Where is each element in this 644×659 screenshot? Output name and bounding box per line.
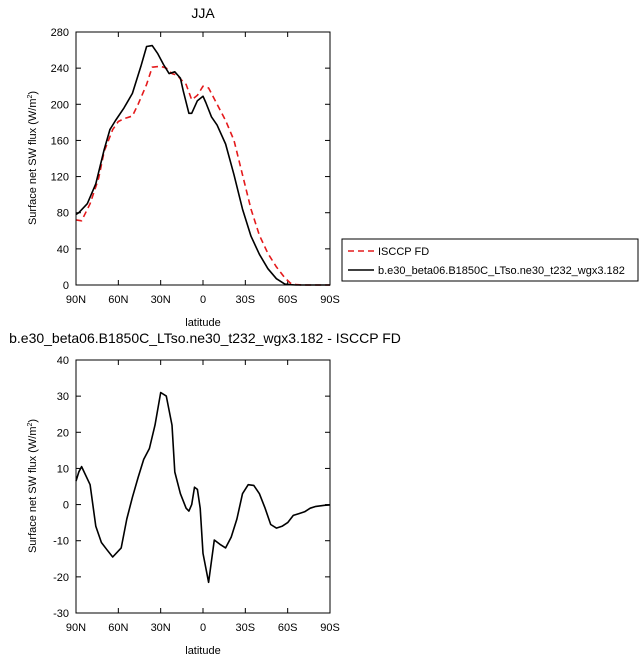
panel-bottom-xlabel: latitude xyxy=(185,645,220,657)
panel-top-ticks: 90N 60N 30N 0 30S 60S 90S 0 40 80 120 160 200 240 280 xyxy=(51,27,340,306)
panel-top-ylabel-sup: 2 xyxy=(27,95,34,99)
panel-top-title: JJA xyxy=(191,5,215,21)
panel-bottom-series-line-model xyxy=(75,391,331,584)
panel-bottom-xtick-label: 0 xyxy=(200,622,206,634)
panel-top-series-line-model xyxy=(75,44,330,286)
panel-bottom-ticks: 90N 60N 30N 0 30S 60S 90S -30 -20 -10 0 10 20 30 40 xyxy=(53,355,340,634)
panel-bottom-xtick-label: 60N xyxy=(108,622,128,634)
panel-bottom-ytick-label: 30 xyxy=(57,391,69,403)
panel-top-xtick-label: 60S xyxy=(278,294,298,306)
panel-top-ytick-label: 240 xyxy=(51,63,69,75)
legend: ISCCP FD b.e30_beta06.B1850C_LTso.ne30_t… xyxy=(341,238,639,282)
panel-top-ylabel-end: ) xyxy=(27,91,39,95)
panel-top-xtick-label: 90N xyxy=(66,294,86,306)
panel-bottom-ytick-label: -20 xyxy=(53,572,69,584)
panel-top-ylabel-main: Surface net SW flux (W/m xyxy=(27,99,39,226)
panel-bottom-ytick-label: 10 xyxy=(57,463,69,475)
panel-top-xtick-label: 0 xyxy=(200,294,206,306)
panel-top-xtick-label: 30S xyxy=(236,294,256,306)
panel-top-xlabel: latitude xyxy=(185,317,220,329)
panel-bottom-xtick-label: 90S xyxy=(320,622,340,634)
panel-top-ytick-label: 160 xyxy=(51,135,69,147)
panel-top-series xyxy=(75,44,330,286)
panel-top-ytick-label: 120 xyxy=(51,172,69,184)
panel-top-ytick-label: 280 xyxy=(51,27,69,39)
panel-bottom-xtick-label: 90N xyxy=(66,622,86,634)
panel-bottom-ytick-label: -30 xyxy=(53,608,69,620)
panel-top-ytick-label: 0 xyxy=(63,280,69,292)
panel-bottom-xtick-label: 30N xyxy=(151,622,171,634)
legend-label-obs: ISCCP FD xyxy=(378,246,429,258)
panel-top-ytick-label: 40 xyxy=(57,244,69,256)
panel-bottom-ytick-label: 20 xyxy=(57,427,69,439)
panel-top-ytick-label: 80 xyxy=(57,208,69,220)
panel-bottom: b.e30_beta06.B1850C_LTso.ne30_t232_wgx3.… xyxy=(9,330,401,657)
panel-bottom-ylabel-end: ) xyxy=(27,419,39,423)
panel-bottom-ytick-label: -10 xyxy=(53,536,69,548)
legend-box xyxy=(341,238,639,282)
panel-top-xtick-label: 30N xyxy=(151,294,171,306)
panel-top-xtick-label: 90S xyxy=(320,294,340,306)
panel-bottom-ytick-label: 40 xyxy=(57,355,69,367)
panel-top: JJA 90N 60N 30N 0 30S 60S 90S 0 40 80 120 160 200 240… xyxy=(27,5,340,329)
legend-label-model: b.e30_beta06.B1850C_LTso.ne30_t232_wgx3.… xyxy=(378,265,625,277)
panel-top-frame xyxy=(75,31,331,286)
panel-bottom-ylabel-main: Surface net SW flux (W/m xyxy=(27,427,39,554)
panel-bottom-ylabel-sup: 2 xyxy=(27,423,34,427)
panel-bottom-xtick-label: 30S xyxy=(236,622,256,634)
panel-bottom-series xyxy=(75,391,331,584)
panel-top-series-line-obs xyxy=(75,65,330,286)
panel-top-xtick-label: 60N xyxy=(108,294,128,306)
panel-bottom-xtick-label: 60S xyxy=(278,622,298,634)
panel-bottom-ytick-label: 0 xyxy=(63,500,69,512)
panel-bottom-title: b.e30_beta06.B1850C_LTso.ne30_t232_wgx3.… xyxy=(9,330,401,346)
panel-top-ylabel: Surface net SW flux (W/m2) xyxy=(27,91,39,225)
panel-top-ytick-label: 200 xyxy=(51,99,69,111)
panel-bottom-ylabel: Surface net SW flux (W/m2) xyxy=(27,419,39,553)
panel-bottom-frame xyxy=(75,359,331,614)
